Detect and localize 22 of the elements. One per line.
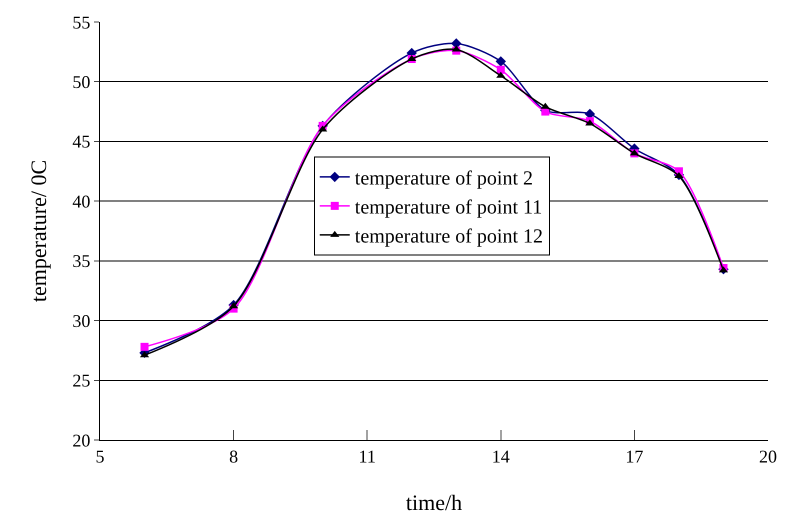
y-tick-label: 35 (72, 251, 90, 272)
y-tick-label: 30 (72, 310, 90, 331)
point (140, 342, 149, 351)
y-tick-label: 40 (72, 191, 90, 212)
x-axis-title: time/h (406, 490, 462, 515)
x-tick-label: 17 (625, 446, 644, 467)
y-tick-label: 25 (72, 370, 90, 391)
y-tick-label: 55 (72, 12, 90, 32)
y-tick-label: 50 (72, 72, 90, 92)
legend-label: temperature of point 11 (354, 196, 542, 219)
y-tick-label: 20 (72, 430, 90, 450)
y-tick-label: 45 (72, 132, 90, 152)
x-tick-label: 14 (492, 446, 510, 467)
point (496, 56, 506, 67)
y-axis-title: temperature/ 0C (26, 160, 51, 302)
point (496, 66, 505, 74)
x-tick-label: 5 (96, 446, 104, 467)
x-tick-label: 8 (229, 446, 238, 467)
x-tick-label: 20 (759, 446, 777, 467)
legend-label: temperature of point 12 (354, 226, 544, 248)
legend-label: temperature of point 2 (354, 168, 534, 190)
x-tick-label: 11 (358, 446, 376, 467)
